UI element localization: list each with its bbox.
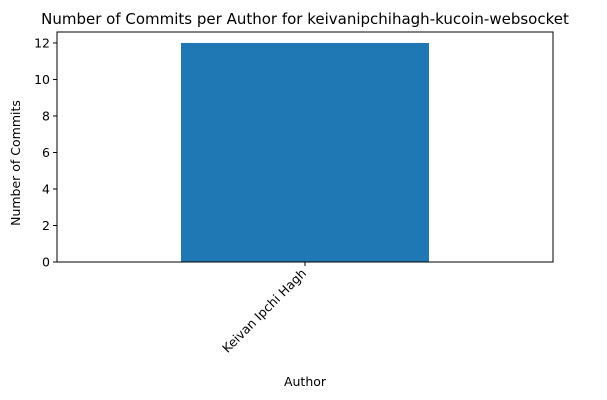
x-axis-label: Author <box>284 374 327 389</box>
y-tick-label: 2 <box>42 218 50 233</box>
x-axis: Keivan Ipchi Hagh <box>219 262 309 356</box>
y-tick-label: 12 <box>34 35 50 50</box>
y-tick-label: 4 <box>42 181 50 196</box>
bars-group <box>181 42 429 263</box>
x-tick-label: Keivan Ipchi Hagh <box>219 266 309 356</box>
plot-area: 0 2 4 6 8 10 12 Keivan Ipchi Hagh <box>34 31 554 356</box>
y-tick-label: 6 <box>42 145 50 160</box>
y-tick-label: 10 <box>34 72 50 87</box>
bar <box>181 42 429 263</box>
y-tick-label: 8 <box>42 108 50 123</box>
chart-title: Number of Commits per Author for keivani… <box>41 10 569 28</box>
y-tick-label: 0 <box>42 255 50 270</box>
y-axis: 0 2 4 6 8 10 12 <box>34 35 57 270</box>
y-axis-label: Number of Commits <box>8 100 23 226</box>
